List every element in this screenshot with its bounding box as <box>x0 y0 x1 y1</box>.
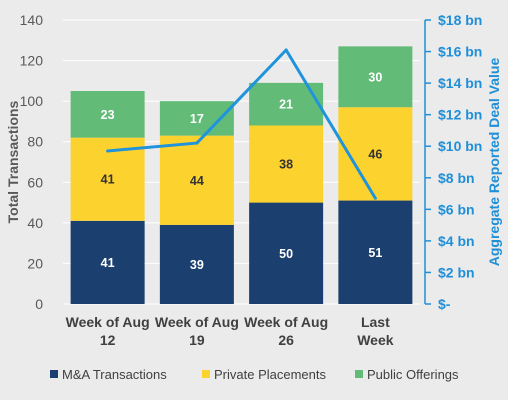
y2-tick-label-right: $2 bn <box>438 264 475 280</box>
legend-swatch <box>355 370 363 378</box>
x-tick-label: Week of Aug 26 <box>244 314 328 348</box>
legend-swatch <box>50 370 58 378</box>
y-tick-label-left: 140 <box>20 12 44 28</box>
bar-segment <box>249 202 324 304</box>
bar-data-label: 41 <box>101 173 115 187</box>
bar-data-label: 51 <box>368 246 382 260</box>
x-tick-label-line: 19 <box>189 332 205 348</box>
bar-data-label: 41 <box>101 256 115 270</box>
x-tick-label-line: Week of Aug <box>244 314 328 330</box>
bar-data-label: 30 <box>368 70 382 84</box>
legend-label: M&A Transactions <box>62 367 167 382</box>
bar-data-label: 46 <box>368 147 382 161</box>
deal-value-point <box>106 149 110 153</box>
x-tick-label: Week of Aug 19 <box>155 314 239 348</box>
y2-tick-label-right: $10 bn <box>438 138 482 154</box>
bar-segment <box>338 46 413 108</box>
bar-data-label: 39 <box>190 258 204 272</box>
x-tick-label-line: 12 <box>100 332 116 348</box>
bar-data-label: 17 <box>190 112 204 126</box>
bar-data-label: 50 <box>279 247 293 261</box>
y-axis-title: Total Transactions <box>5 100 21 223</box>
deal-value-line <box>106 48 377 200</box>
bar-segment <box>70 220 145 304</box>
deal-value-series-line <box>107 48 377 200</box>
y2-tick-label-right: $8 bn <box>438 170 475 186</box>
y-tick-label-left: 120 <box>20 53 44 69</box>
x-tick-label-line: Last <box>361 314 390 330</box>
y-tick-label-left: 80 <box>27 134 43 150</box>
legend-label: Private Placements <box>214 367 326 382</box>
x-tick-label: Week of Aug 12 <box>66 314 150 348</box>
bar-data-label: 38 <box>279 158 293 172</box>
y-tick-label-left: 40 <box>27 215 43 231</box>
deal-value-point <box>195 141 199 145</box>
bar-segment <box>338 107 413 201</box>
bar-data-label: 21 <box>279 98 293 112</box>
bar-segment <box>70 91 145 138</box>
x-tick-label: Last Week <box>357 314 394 348</box>
y-tick-label-left: 0 <box>35 296 43 312</box>
legend-swatch <box>202 370 210 378</box>
bar-segments <box>70 46 413 304</box>
y2-axis-title: Aggregate Reported Deal Value <box>486 58 502 267</box>
bar-data-label: 44 <box>190 174 204 188</box>
bar-segment <box>338 200 413 304</box>
bar-segment <box>159 224 234 304</box>
legend-label: Public Offerings <box>367 367 459 382</box>
x-tick-label-line: Week of Aug <box>155 314 239 330</box>
bar-data-label: 23 <box>101 108 115 122</box>
y2-tick-label-right: $6 bn <box>438 201 475 217</box>
axes: 0 20 40 60 80 100 120 140 $- $2 bn $4 bn $6 bn $8 bn… <box>5 12 502 348</box>
y2-tick-label-right: $- <box>438 296 451 312</box>
deal-value-point <box>284 48 288 52</box>
bar-segment-labels: 41 41 23 39 44 17 50 38 21 51 46 30 <box>101 70 383 272</box>
y2-tick-label-right: $18 bn <box>438 12 482 28</box>
y2-tick-label-right: $12 bn <box>438 107 482 123</box>
x-tick-label-line: Week <box>357 332 394 348</box>
y2-tick-label-right: $16 bn <box>438 44 482 60</box>
bar-segment <box>249 125 324 203</box>
x-tick-label-line: 26 <box>278 332 294 348</box>
x-tick-label-line: Week of Aug <box>66 314 150 330</box>
y2-tick-label-right: $4 bn <box>438 233 475 249</box>
y-tick-label-left: 60 <box>27 174 43 190</box>
y-tick-label-left: 100 <box>20 93 44 109</box>
y-tick-label-left: 20 <box>27 255 43 271</box>
bar-segment <box>159 135 234 225</box>
legend: M&A Transactions Private Placements Public… <box>50 367 459 382</box>
y2-tick-label-right: $14 bn <box>438 75 482 91</box>
deal-value-point <box>373 196 377 200</box>
